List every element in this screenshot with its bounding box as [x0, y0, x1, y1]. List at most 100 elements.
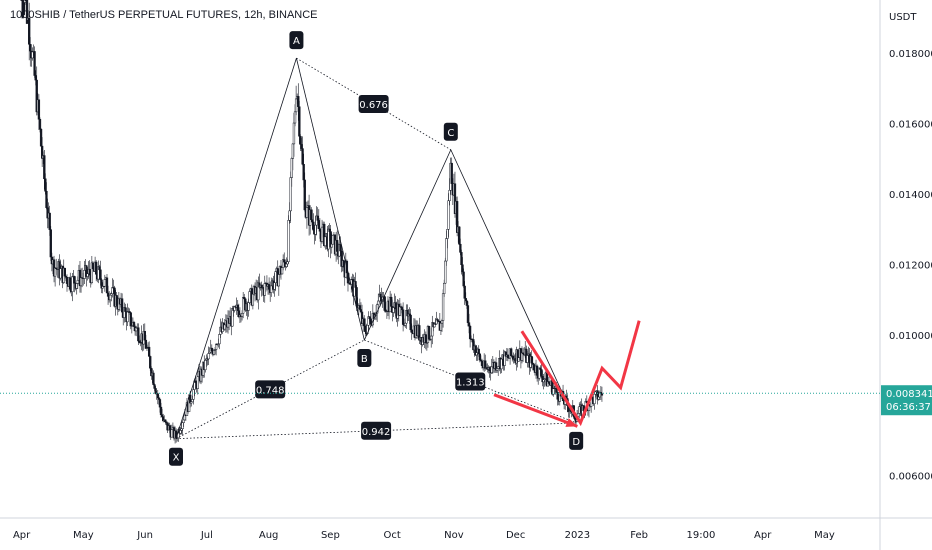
candle-body [540, 369, 543, 377]
candle-body [248, 291, 251, 303]
candle-body [48, 212, 51, 230]
candle-body [267, 284, 271, 290]
candle [100, 278, 103, 294]
candle-body [318, 228, 322, 232]
pattern-leg-xa [175, 58, 297, 439]
candle-body [517, 357, 520, 362]
time-axis[interactable]: Apr May Jun Jul Aug Sep Oct Nov Dec 2023 Feb 19:00 A… [0, 517, 932, 541]
harmonic-pattern-layer: 0.676 0.748 1.313 0.942 X A B C D [169, 31, 584, 466]
candle-body [49, 229, 52, 258]
candle-body [441, 293, 445, 321]
candle-body [458, 226, 461, 245]
time-tick-label: Dec [506, 530, 525, 541]
point-label-bg [443, 122, 458, 141]
candle-body [312, 221, 315, 231]
ratio-label-text: 1.313 [456, 377, 485, 388]
candle-body [153, 384, 156, 389]
candle-body [43, 155, 46, 180]
price-tick-label: 0.018000 [889, 49, 932, 60]
candle-body [285, 263, 288, 267]
candle-body [359, 309, 363, 313]
pattern-leg-ab [296, 58, 365, 341]
candle [170, 424, 173, 438]
candle-body [106, 292, 110, 297]
candle-body [147, 346, 151, 357]
candle [543, 378, 546, 387]
candle [181, 421, 184, 436]
candle-body [289, 177, 292, 212]
candle-body [478, 353, 481, 361]
candle-body [137, 327, 140, 342]
candle-body [404, 322, 407, 326]
candle-body [294, 98, 298, 113]
candle-body [547, 381, 551, 384]
candle-body [354, 281, 357, 288]
candle [179, 426, 182, 435]
price-tick-label: 0.016000 [889, 119, 932, 130]
candle-body [164, 419, 167, 423]
candle-body [320, 226, 324, 242]
candle-body [287, 220, 290, 262]
candle-body [293, 111, 297, 124]
candle [53, 267, 57, 287]
candle-body [468, 325, 472, 340]
point-label-c: C [443, 122, 458, 141]
time-tick-label: 2023 [565, 530, 590, 541]
candle-body [461, 264, 464, 273]
candle-body [29, 44, 32, 52]
candle [103, 274, 106, 292]
candle-body [75, 283, 78, 289]
candle-body [430, 335, 433, 340]
candle-body [236, 304, 239, 311]
candle [450, 157, 453, 184]
candle-body [303, 179, 306, 211]
candle-body [443, 282, 446, 294]
candle-body [383, 296, 386, 311]
countdown-label: 06:36:37 [886, 402, 931, 413]
candle-body [390, 296, 393, 307]
candle-body [302, 163, 305, 181]
candle-body [300, 144, 303, 149]
price-tick-label: 0.012000 [889, 260, 932, 271]
point-label-bg [569, 431, 584, 450]
candle-body [298, 106, 301, 137]
candle-body [530, 356, 533, 364]
ratio-label-bg [358, 94, 389, 113]
candle [324, 236, 327, 250]
price-tick-label: 0.014000 [889, 190, 932, 201]
candle [383, 295, 386, 313]
point-label-text: D [572, 437, 580, 448]
candle [147, 341, 151, 357]
candle-body [327, 228, 330, 250]
candle-body [95, 261, 98, 275]
candle-body [192, 389, 195, 400]
candle-body [535, 365, 539, 376]
candle-body [363, 318, 366, 327]
candle-body [158, 399, 162, 408]
candle [124, 303, 127, 313]
candle-body [424, 334, 427, 344]
candle-body [196, 376, 199, 389]
candle-body [37, 99, 41, 120]
time-tick-label: Jul [200, 530, 213, 541]
candle-body [336, 240, 339, 252]
candle-body [73, 276, 76, 284]
candle-body [377, 300, 380, 305]
ratio-label-bg [455, 372, 486, 391]
ratio-label-text: 0.676 [359, 100, 388, 111]
candle-body [98, 266, 101, 271]
candle-body [328, 228, 331, 232]
candle-body [91, 262, 95, 270]
time-tick-label: May [73, 530, 94, 541]
candle-body [526, 355, 529, 363]
candle-body [179, 430, 182, 434]
price-axis[interactable]: 0.018000 0.016000 0.014000 0.012000 0.010000… [879, 0, 932, 550]
time-tick-label: Sep [321, 530, 340, 541]
price-tick-label: 0.006000 [889, 472, 932, 483]
candle [263, 275, 266, 303]
candle-body [364, 325, 367, 332]
candle-body [157, 397, 161, 400]
candle-body [143, 330, 146, 341]
candle-body [39, 128, 43, 147]
